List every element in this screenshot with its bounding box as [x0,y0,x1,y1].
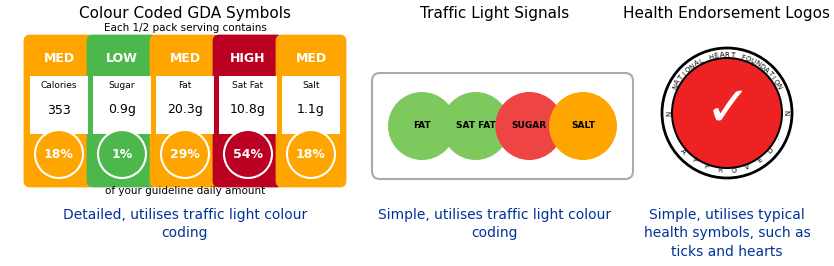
Circle shape [442,92,510,160]
Text: A: A [674,78,681,86]
Circle shape [98,130,146,178]
Text: P: P [691,157,697,164]
Text: SALT: SALT [571,122,595,131]
Text: 20.3g: 20.3g [167,103,203,117]
Text: ·: · [776,137,781,142]
Text: O: O [684,66,692,74]
Text: E: E [714,53,719,59]
FancyBboxPatch shape [277,36,345,186]
Text: T: T [766,70,773,77]
Text: SUGAR: SUGAR [512,122,547,131]
Text: 1%: 1% [112,148,133,160]
Text: Salt: Salt [302,81,319,90]
Text: 18%: 18% [296,148,326,160]
Circle shape [388,92,456,160]
Text: of your guideline daily amount: of your guideline daily amount [105,186,265,196]
Text: 0.9g: 0.9g [108,103,136,117]
Text: F: F [740,54,746,61]
Text: 18%: 18% [44,148,74,160]
Text: Colour Coded GDA Symbols: Colour Coded GDA Symbols [79,6,291,21]
Text: 54%: 54% [233,148,263,160]
Text: R: R [725,52,730,58]
Text: L: L [698,57,705,65]
Text: HIGH: HIGH [230,52,266,65]
Text: D: D [766,147,775,155]
Bar [156,76,214,134]
Circle shape [224,130,272,178]
Bar [282,76,340,134]
Text: A: A [719,52,725,59]
Bar [93,76,151,134]
FancyBboxPatch shape [88,36,156,186]
Text: I: I [770,75,776,80]
Text: I: I [681,71,687,76]
Text: Each 1/2 pack serving contains: Each 1/2 pack serving contains [103,23,266,33]
Text: R: R [717,167,722,174]
Circle shape [287,130,335,178]
Text: 353: 353 [48,103,71,117]
Circle shape [673,59,781,167]
Bar [219,76,277,134]
Text: Health Endorsement Logos: Health Endorsement Logos [624,6,831,21]
FancyBboxPatch shape [25,36,93,186]
Text: Sugar: Sugar [108,81,135,90]
Text: P: P [703,164,709,171]
Circle shape [662,48,792,178]
Text: Detailed, utilises traffic light colour
coding: Detailed, utilises traffic light colour … [63,208,307,240]
FancyBboxPatch shape [372,73,633,179]
Text: N: N [782,110,788,116]
Text: T: T [730,52,735,59]
Text: A: A [680,147,687,155]
Text: FAT: FAT [413,122,431,131]
Text: O: O [772,78,780,86]
Text: MED: MED [295,52,327,65]
Circle shape [35,130,83,178]
Text: 29%: 29% [170,148,200,160]
Text: Traffic Light Signals: Traffic Light Signals [420,6,570,21]
Bar [30,76,88,134]
Circle shape [495,92,563,160]
Text: Calories: Calories [41,81,78,90]
Text: Sat Fat: Sat Fat [233,81,264,90]
Text: N: N [775,83,782,90]
Circle shape [161,130,209,178]
Text: 10.8g: 10.8g [230,103,266,117]
Circle shape [549,92,617,160]
Text: O: O [744,55,751,63]
Text: N: N [753,60,761,68]
Text: O: O [731,167,737,174]
Text: N: N [671,83,679,90]
FancyBboxPatch shape [151,36,219,186]
Text: SAT FAT: SAT FAT [456,122,495,131]
Text: U: U [749,57,756,65]
Text: Simple, utilises typical
health symbols, such as
ticks and hearts: Simple, utilises typical health symbols,… [644,208,811,259]
Circle shape [671,57,783,169]
Text: LOW: LOW [106,52,138,65]
Text: A: A [762,66,770,74]
Text: N: N [688,63,696,70]
Text: Fat: Fat [178,81,192,90]
Text: ·: · [672,137,679,142]
Text: N: N [666,110,672,116]
Text: Simple, utilises traffic light colour
coding: Simple, utilises traffic light colour co… [379,208,611,240]
Text: MED: MED [43,52,74,65]
Text: A: A [693,60,701,67]
Text: ✓: ✓ [705,84,751,138]
Text: E: E [756,157,764,164]
Text: D: D [758,63,766,70]
Text: V: V [745,164,751,171]
Text: T: T [677,74,685,81]
Text: H: H [708,53,715,61]
Text: MED: MED [169,52,200,65]
FancyBboxPatch shape [214,36,282,186]
Text: 1.1g: 1.1g [297,103,325,117]
